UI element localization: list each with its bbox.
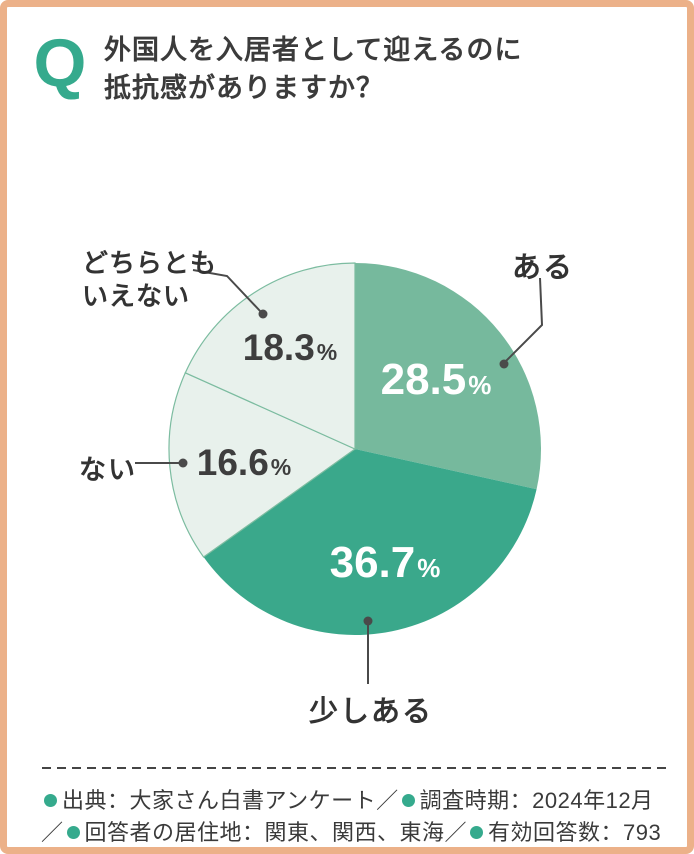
leader-line-dochira <box>192 269 262 313</box>
page-title: 外国人を入居者として迎えるのに 抵抗感がありますか？ <box>104 31 522 107</box>
footer-text-segment: ／ <box>41 820 64 845</box>
source-note-line-1: 出典：大家さん白書アンケート／ 調査時期：2024年12月 <box>41 783 654 815</box>
pie-slice-aru <box>355 263 541 490</box>
leader-lines-group <box>135 269 544 684</box>
question-mark-icon: Q <box>33 25 87 101</box>
title-line-2: 抵抗感がありますか？ <box>104 73 384 103</box>
percent-sign: % <box>468 370 492 400</box>
slice-value-number: 36.7 <box>329 538 416 587</box>
leader-line-aru <box>504 277 544 363</box>
dashed-divider <box>42 767 666 769</box>
percent-sign: % <box>316 339 338 365</box>
slice-label-sukoshi-aru: 少しある <box>309 696 434 728</box>
bullet-icon <box>44 794 57 807</box>
slice-value-number: 28.5 <box>380 355 467 404</box>
slice-value-nai: 16.6% <box>197 442 291 484</box>
slice-label-aru: ある <box>512 252 575 284</box>
leader-dot-aru <box>499 359 509 369</box>
title-line-1: 外国人を入居者として迎えるのに <box>104 35 523 65</box>
slice-value-sukoshi-aru: 36.7% <box>330 538 441 588</box>
pie-slice-sukoshi-aru <box>203 449 537 635</box>
slice-label-nai: ない <box>79 455 137 485</box>
bullet-icon <box>470 826 484 839</box>
leader-dot-nai <box>178 458 188 468</box>
footer-text-segment: ／ <box>444 820 468 845</box>
percent-sign: % <box>417 553 441 583</box>
footer-text-segment: 出典：大家さん白書アンケート <box>62 788 377 813</box>
slice-value-number: 18.3 <box>242 327 315 368</box>
leader-dot-dochira <box>258 309 268 319</box>
percent-sign: % <box>270 454 292 480</box>
footer-text-segment: 有効回答数：793 <box>488 820 662 845</box>
leader-dot-sukoshi-aru <box>363 616 373 626</box>
footer-text-segment: ／ <box>376 788 399 813</box>
slice-value-number: 16.6 <box>196 442 269 483</box>
bullet-icon <box>401 794 415 807</box>
slice-label-dochira: どちらともいえない <box>82 248 218 311</box>
footer-text-segment: 回答者の居住地：関東、関西、東海 <box>84 820 445 845</box>
footer-text-segment: 調査時期：2024年12月 <box>419 788 654 813</box>
pie-slices-group <box>168 262 541 635</box>
pie-chart <box>135 262 544 684</box>
pie-slice-dochira <box>184 262 356 450</box>
slice-value-dochira: 18.3% <box>243 327 337 369</box>
slice-value-aru: 28.5% <box>381 355 492 405</box>
bullet-icon <box>66 826 80 839</box>
source-note-line-2: ／回答者の居住地：関東、関西、東海／ 有効回答数：793 <box>41 815 661 847</box>
pie-slice-nai <box>168 372 357 558</box>
